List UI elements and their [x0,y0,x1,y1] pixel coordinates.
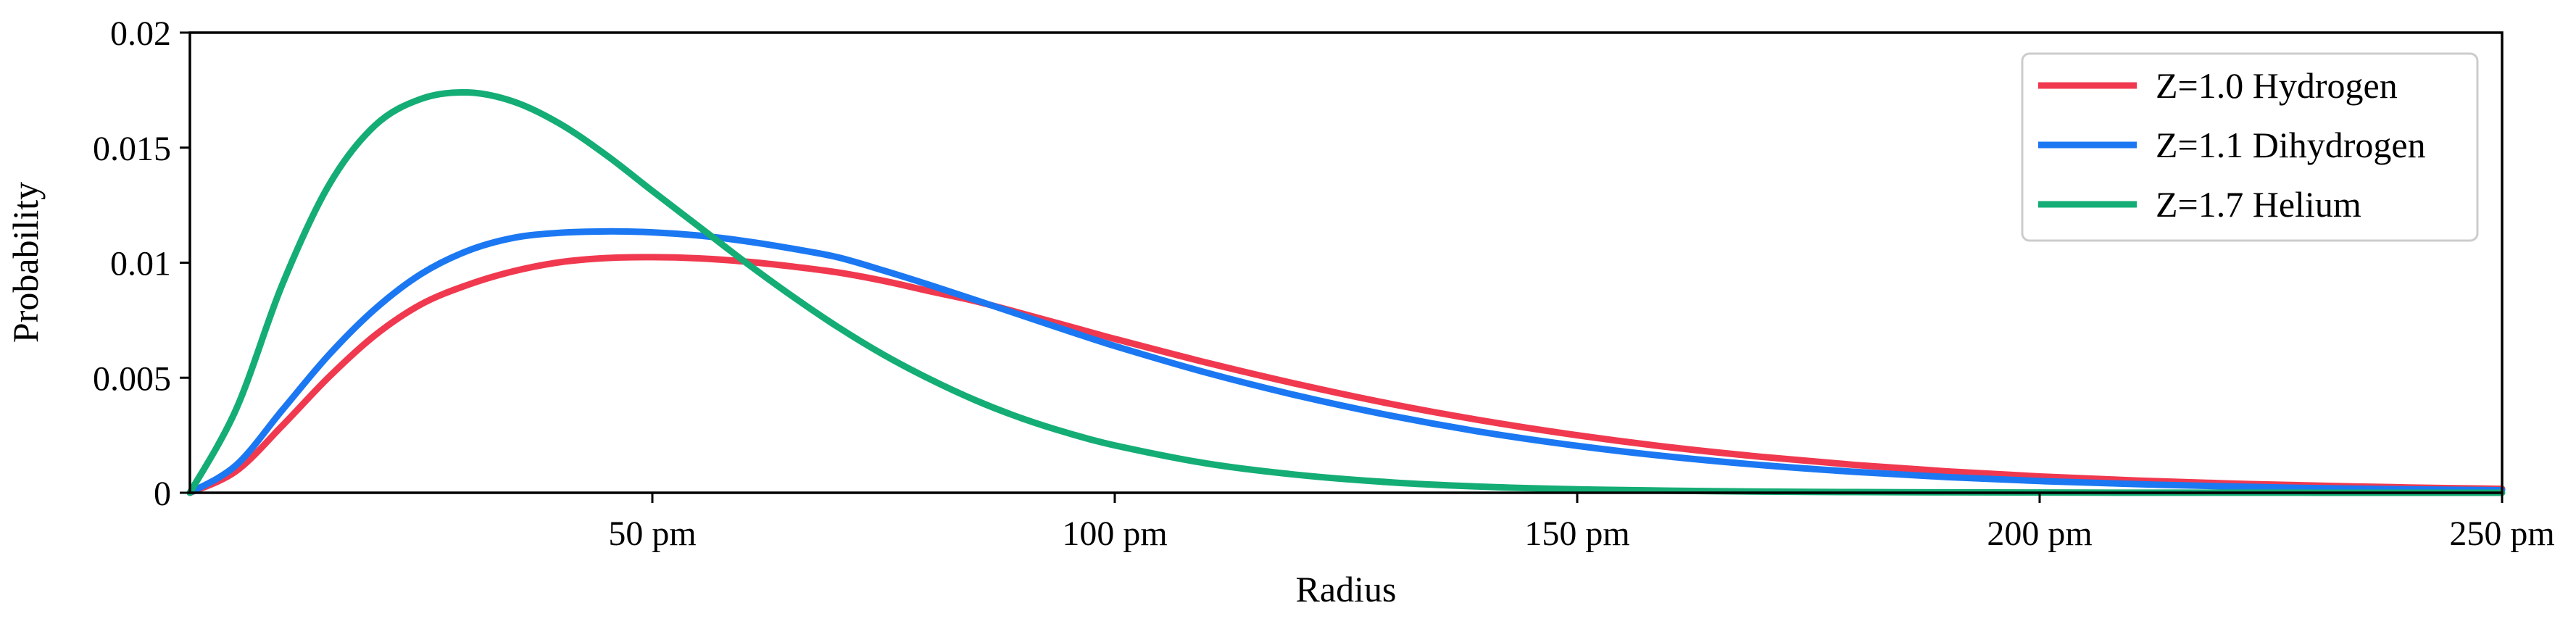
series-line-1 [186,254,2506,496]
series-line-2 [186,228,2506,496]
x-tick-label: 200 pm [1987,515,2092,553]
x-tick-label: 100 pm [1062,515,1167,553]
legend-label-2: Z=1.1 Dihydrogen [2156,125,2426,165]
y-axis-ticks: 0 0.005 0.01 0.015 0.02 [93,14,190,513]
y-tick-label: 0.02 [110,14,171,53]
legend-label-1: Z=1.0 Hydrogen [2156,65,2398,106]
x-tick-label: 250 pm [2449,515,2554,553]
y-tick-label: 0.005 [93,359,171,398]
legend-box [2021,52,2479,242]
y-axis-title: Probability [5,182,46,343]
y-tick-label: 0.015 [93,130,171,168]
x-axis-title: Radius [1296,569,1397,609]
y-tick-label: 0 [154,475,171,513]
x-tick-label: 50 pm [608,515,696,553]
legend: Z=1.0 Hydrogen Z=1.1 Dihydrogen Z=1.7 Heli… [2021,52,2479,242]
legend-label-3: Z=1.7 Helium [2156,184,2361,225]
legend-items: Z=1.0 Hydrogen Z=1.1 Dihydrogen Z=1.7 Heli… [2038,65,2426,225]
x-tick-label: 150 pm [1524,515,1629,553]
y-tick-label: 0.01 [110,245,171,283]
x-axis-ticks: 50 pm 100 pm 150 pm 200 pm 250 pm [608,493,2555,553]
